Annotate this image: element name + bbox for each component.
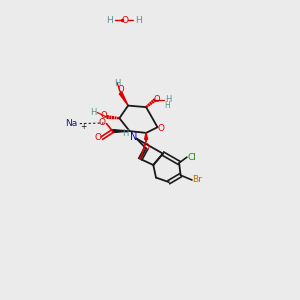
Text: O: O xyxy=(101,111,107,120)
Text: Br: Br xyxy=(192,176,202,184)
Text: N: N xyxy=(130,132,137,142)
Text: O: O xyxy=(121,16,128,25)
Text: Na: Na xyxy=(65,119,77,128)
Text: O: O xyxy=(117,85,124,94)
Text: +: + xyxy=(80,122,87,131)
Text: O: O xyxy=(142,143,150,152)
Polygon shape xyxy=(119,92,128,106)
Text: H: H xyxy=(165,95,171,104)
Text: Cl: Cl xyxy=(188,153,196,162)
Text: O: O xyxy=(95,134,102,142)
Text: O: O xyxy=(158,124,165,133)
Polygon shape xyxy=(145,133,148,140)
Text: O: O xyxy=(154,95,160,104)
Polygon shape xyxy=(112,130,130,133)
Text: H: H xyxy=(114,80,120,88)
Text: H: H xyxy=(122,129,129,138)
Text: H: H xyxy=(164,101,170,110)
Text: O: O xyxy=(99,118,106,127)
Text: H: H xyxy=(135,16,141,25)
Text: H: H xyxy=(106,16,113,25)
Text: H: H xyxy=(90,108,97,117)
